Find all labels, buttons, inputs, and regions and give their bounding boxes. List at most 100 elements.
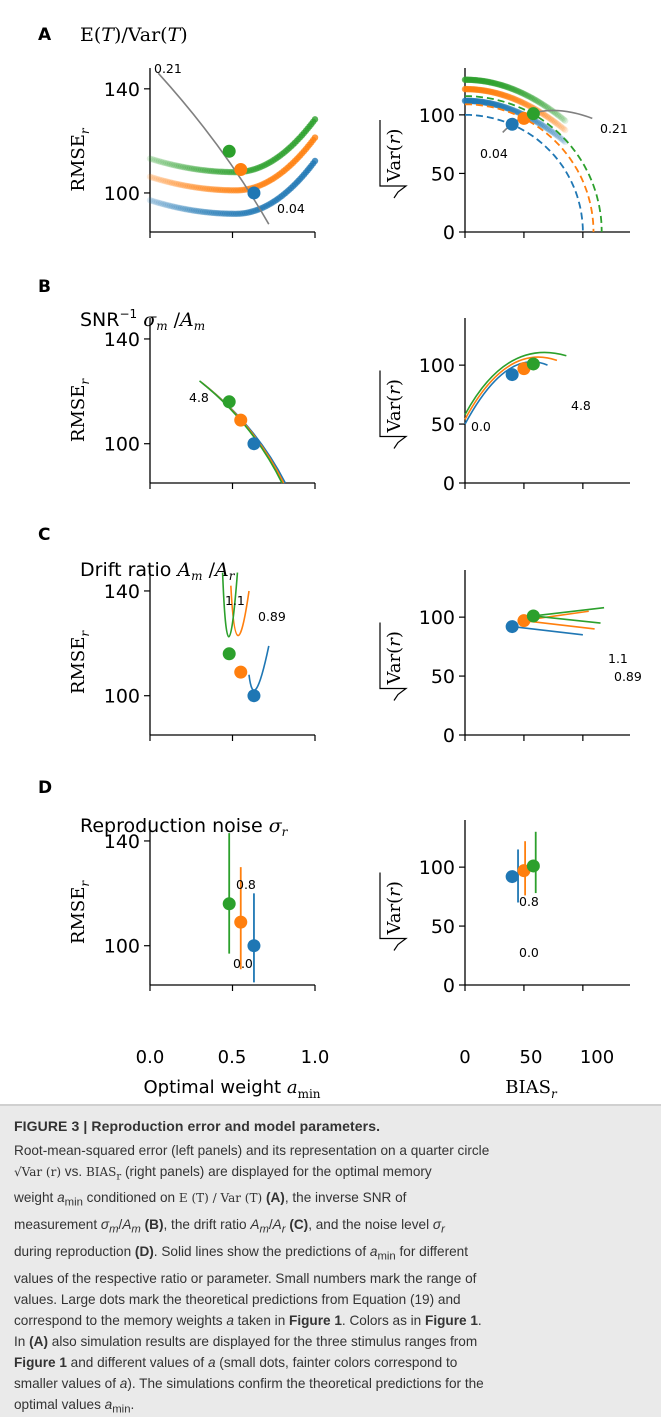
- ytick-D-right-1: 50: [431, 916, 455, 938]
- dot-B-left-blue: [247, 437, 260, 450]
- ytick-A-left-0: 100: [104, 183, 140, 205]
- caption-line-9: In (A) also simulation results are displ…: [14, 1334, 477, 1349]
- caption-body: Root-mean-squared error (left panels) an…: [14, 1140, 647, 1420]
- dot-C-right-green: [527, 609, 540, 622]
- ytick-C-left-0: 100: [104, 686, 140, 708]
- quarter-A-orange: [465, 104, 594, 232]
- annot-A-right-top: 0.21: [600, 121, 628, 136]
- caption-line-5: during reproduction (D). Solid lines sho…: [14, 1244, 468, 1259]
- ytick-D-right-0: 0: [443, 975, 455, 997]
- curve-B-left-green: [200, 381, 283, 483]
- dot-D-right-blue: [506, 870, 519, 883]
- caption-title: FIGURE 3 | Reproduction error and model …: [14, 1118, 647, 1134]
- annot-C-right-a: 1.1: [608, 651, 628, 666]
- caption-line-10: Figure 1 and different values of a (smal…: [14, 1355, 457, 1370]
- curve-C-left-blue: [249, 646, 269, 690]
- annot-D-left-top: 0.8: [236, 877, 256, 892]
- annot-A-left-top: 0.21: [154, 61, 182, 76]
- ytick-A-right-0: 0: [443, 222, 455, 244]
- dot-B-right-green: [527, 357, 540, 370]
- panel-C-header: C Drift ratio Am /Ar: [38, 525, 236, 583]
- left-xtick-2: 1.0: [301, 1047, 330, 1068]
- dot-A-right-blue: [506, 118, 519, 131]
- caption-line-8: correspond to the memory weights a taken…: [14, 1313, 482, 1328]
- dot-D-left-blue: [247, 939, 260, 952]
- sim-A-right-orange-pt-70: [562, 127, 568, 133]
- annot-B-right-end: 4.8: [571, 398, 591, 413]
- panel-A-header: A E(T)/Var(T): [38, 24, 188, 46]
- dot-A-right-green: [527, 107, 540, 120]
- caption-line-12: optimal values amin.: [14, 1397, 134, 1412]
- panel-letter-A: A: [38, 25, 52, 45]
- ytick-D-left-1: 140: [104, 831, 140, 853]
- ylabel-D-right-text: Var(r): [384, 881, 405, 935]
- ylabel-A-left: RMSEr: [68, 127, 92, 191]
- left-xtick-1: 0.5: [218, 1047, 247, 1068]
- curve-B-left-blue: [203, 383, 285, 483]
- curve-B-right-orange: [465, 357, 557, 419]
- curve-C-right-blue: [512, 627, 583, 635]
- dot-C-right-blue: [506, 620, 519, 633]
- dot-D-left-green: [223, 897, 236, 910]
- curves-layer: [147, 73, 604, 982]
- ytick-B-right-1: 50: [431, 414, 455, 436]
- ytick-B-right-2: 100: [419, 355, 455, 377]
- right-xlabel: BIASr: [505, 1077, 558, 1100]
- annot-A-right-bottom: 0.04: [480, 146, 508, 161]
- ylabel-A-right-text: Var(r): [384, 129, 405, 183]
- ytick-D-left-0: 100: [104, 936, 140, 958]
- left-xlabel: Optimal weight amin: [143, 1077, 320, 1100]
- ytick-C-left-1: 140: [104, 581, 140, 603]
- annot-B-left: 4.8: [189, 390, 209, 405]
- curve-B-left-orange: [201, 382, 284, 483]
- annot-C-right-b: 0.89: [614, 669, 642, 684]
- bottom-axes-labels: 0.0 0.5 1.0 Optimal weight amin 0 50 100…: [136, 1047, 615, 1100]
- panel-B-header: B SNR−1 σm /Am: [38, 277, 205, 333]
- ylabel-D-left: RMSEr: [68, 880, 92, 944]
- dot-B-right-blue: [506, 368, 519, 381]
- panel-letter-D: D: [38, 778, 52, 798]
- right-xtick-2: 100: [580, 1047, 614, 1068]
- panel-title-A: E(T)/Var(T): [80, 24, 188, 46]
- curve-C-right-green: [533, 608, 604, 623]
- curve-B-right-blue: [465, 362, 548, 424]
- panel-letter-C: C: [38, 525, 50, 545]
- ytick-B-right-0: 0: [443, 473, 455, 495]
- dot-D-left-orange: [234, 916, 247, 929]
- caption-line-6: values of the respective ratio or parame…: [14, 1271, 476, 1286]
- annot-B-right-start: 0.0: [471, 419, 491, 434]
- figure-caption: FIGURE 3 | Reproduction error and model …: [0, 1104, 661, 1417]
- right-xtick-1: 50: [520, 1047, 543, 1068]
- dot-B-left-green: [223, 395, 236, 408]
- ytick-C-right-2: 100: [419, 607, 455, 629]
- ytick-A-right-2: 100: [419, 105, 455, 127]
- annot-D-right-top: 0.8: [519, 894, 539, 909]
- right-xtick-0: 0: [459, 1047, 470, 1068]
- ylabel-B-right-text: Var(r): [384, 379, 405, 433]
- ylabel-D-right: Var(r): [380, 873, 406, 951]
- ytick-A-left-1: 140: [104, 79, 140, 101]
- ytick-C-right-0: 0: [443, 725, 455, 747]
- dot-C-left-green: [223, 647, 236, 660]
- dot-A-left-orange: [234, 163, 247, 176]
- dot-A-left-green: [223, 145, 236, 158]
- ylabel-A-right: Var(r): [380, 120, 406, 198]
- annot-A-left-bottom: 0.04: [277, 201, 305, 216]
- caption-line-11: smaller values of a). The simulations co…: [14, 1376, 484, 1391]
- figure-panels: A E(T)/Var(T) B SNR−1 σm /Am C Drift rat…: [0, 0, 669, 1100]
- ytick-C-right-1: 50: [431, 666, 455, 688]
- panel-title-C: Drift ratio Am /Ar: [80, 559, 236, 583]
- ytick-B-left-1: 140: [104, 329, 140, 351]
- caption-line-4: measurement σm/Am (B), the drift ratio A…: [14, 1217, 445, 1232]
- dot-A-left-blue: [247, 186, 260, 199]
- sim-A-green-pt-90: [312, 116, 318, 122]
- sim-A-orange-pt-90: [312, 134, 318, 140]
- ylabel-C-right: Var(r): [380, 623, 406, 701]
- annot-C-left-a: 1.1: [225, 593, 245, 608]
- left-xtick-0: 0.0: [136, 1047, 165, 1068]
- ylabel-B-left: RMSEr: [68, 378, 92, 442]
- ylabel-C-right-text: Var(r): [384, 631, 405, 685]
- sim-A-blue-pt-90: [312, 158, 318, 164]
- caption-line-2: √Var (r) vs. BIASr (right panels) are di…: [14, 1164, 432, 1179]
- curve-A-left-gray: [158, 73, 269, 224]
